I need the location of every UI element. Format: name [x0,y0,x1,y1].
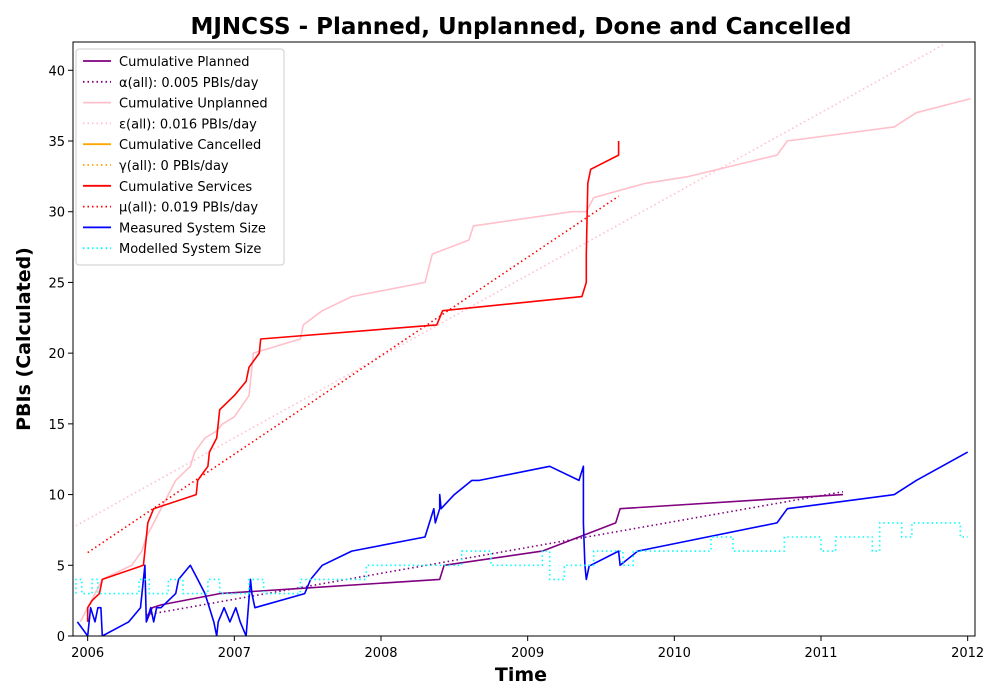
legend-label: Measured System Size [119,221,266,236]
x-tick-label: 2008 [364,646,397,661]
legend-label: μ(all): 0.019 PBIs/day [119,201,258,216]
x-tick-label: 2006 [71,646,104,661]
legend-label: Cumulative Cancelled [119,138,261,153]
x-tick-label: 2011 [804,646,837,661]
x-tick-label: 2010 [658,646,691,661]
legend-label: Cumulative Services [119,180,252,195]
legend-label: α(all): 0.005 PBIs/day [119,76,259,91]
legend-label: ε(all): 0.016 PBIs/day [119,117,257,132]
legend-label: Cumulative Planned [119,55,249,70]
y-tick-label: 30 [48,206,65,221]
series-line-8 [77,452,967,636]
y-tick-label: 35 [48,135,65,150]
y-axis: 0 5 10 15 20 25 30 35 40 [48,64,73,645]
x-axis-title: Time [495,664,547,686]
y-tick-label: 5 [57,559,65,574]
y-tick-label: 10 [48,489,65,504]
x-tick-label: 2012 [951,646,984,661]
y-tick-label: 25 [48,276,65,291]
series-line-0 [146,495,843,622]
legend-label: Modelled System Size [119,242,261,257]
series-line-1 [146,492,843,615]
x-tick-label: 2009 [511,646,544,661]
legend: Cumulative Planned α(all): 0.005 PBIs/day… [76,49,284,265]
x-axis: 2006 2007 2008 2009 2010 2011 2012 [71,636,984,661]
x-tick-label: 2007 [218,646,251,661]
legend-label: γ(all): 0 PBIs/day [119,159,229,174]
y-tick-label: 15 [48,418,65,433]
y-tick-label: 0 [57,630,65,645]
chart-title: MJNCSS - Planned, Unplanned, Done and Ca… [190,14,851,40]
legend-label: Cumulative Unplanned [119,97,268,112]
y-tick-label: 40 [48,64,65,79]
series-line-9 [76,523,968,594]
y-tick-label: 20 [48,347,65,362]
y-axis-title: PBIs (Calculated) [13,247,35,431]
